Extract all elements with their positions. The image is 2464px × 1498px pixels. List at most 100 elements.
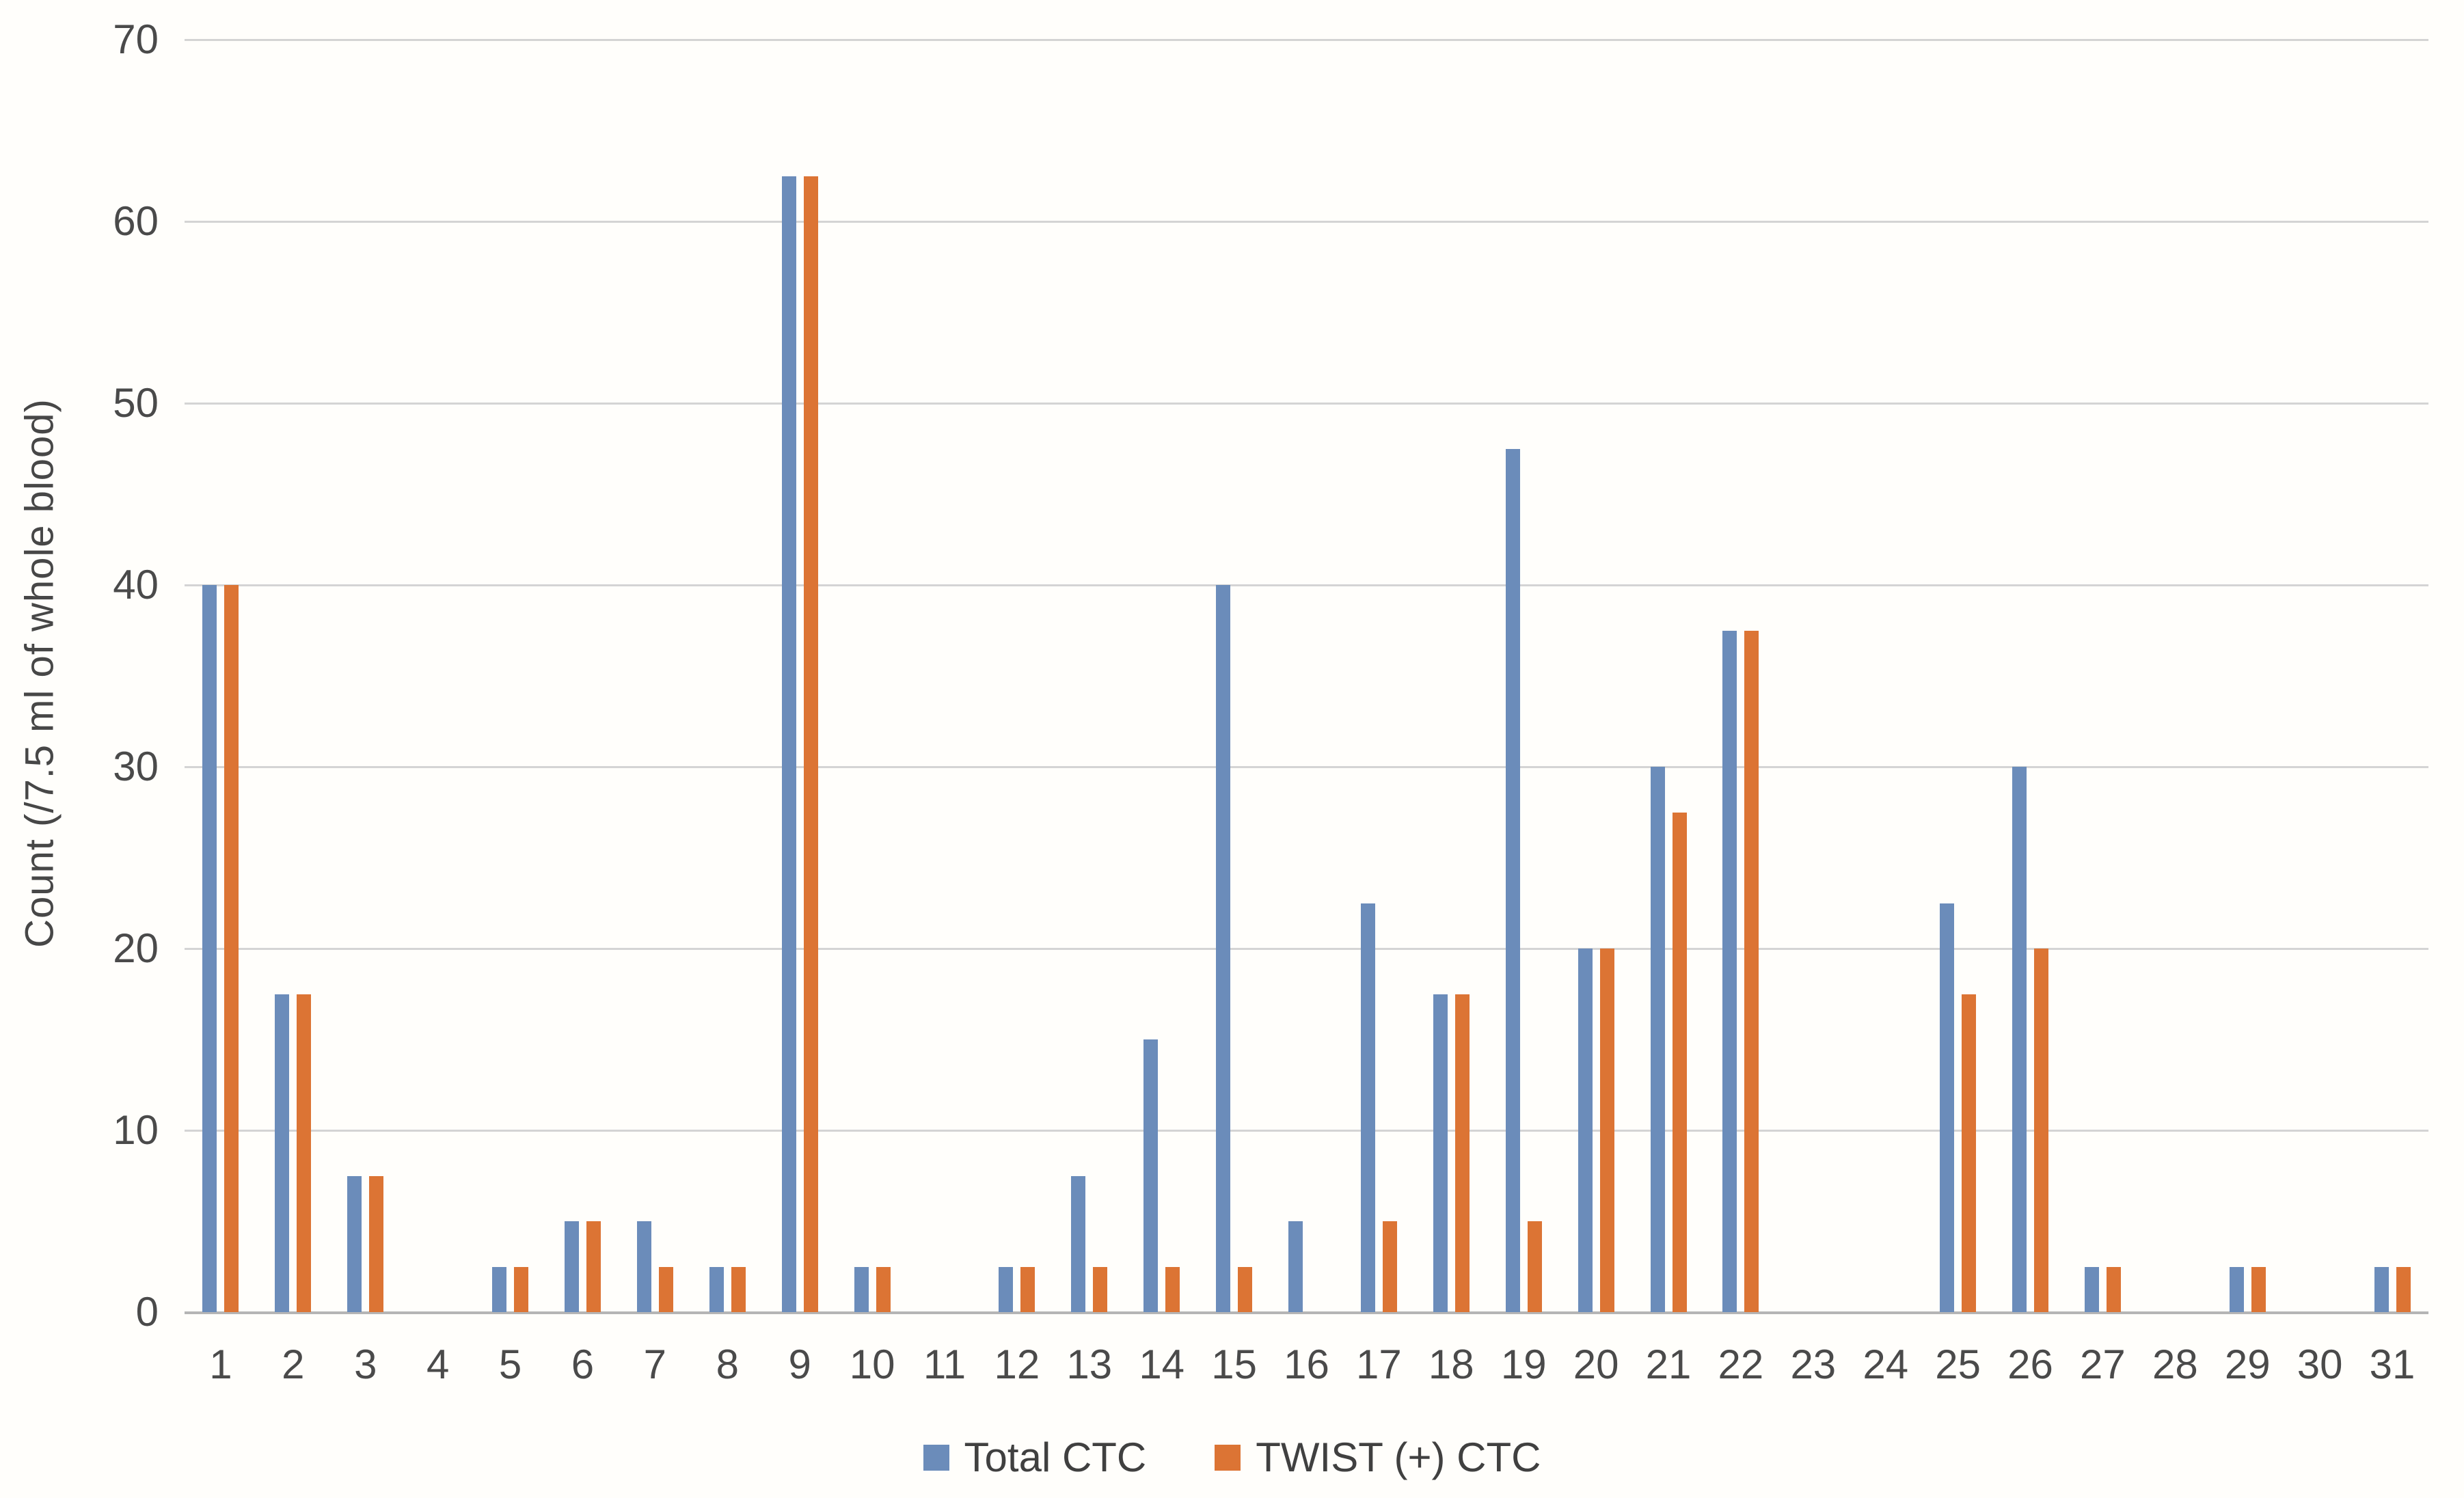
bar-twist-ctc-22 bbox=[1744, 630, 1759, 1312]
bar-twist-ctc-18 bbox=[1454, 994, 1470, 1312]
bar-total-ctc-22 bbox=[1722, 630, 1737, 1312]
x-tick-label-24: 24 bbox=[1863, 1342, 1909, 1387]
x-tick-label-10: 10 bbox=[849, 1342, 895, 1387]
bar-twist-ctc-25 bbox=[1962, 994, 1977, 1312]
bar-total-ctc-9 bbox=[781, 176, 796, 1312]
bar-total-ctc-21 bbox=[1650, 767, 1665, 1312]
gridline-y-40 bbox=[185, 584, 2428, 586]
gridline-y-20 bbox=[185, 948, 2428, 950]
legend-swatch-total-ctc bbox=[923, 1444, 949, 1471]
x-tick-label-4: 4 bbox=[426, 1342, 450, 1387]
bar-total-ctc-16 bbox=[1288, 1221, 1303, 1312]
bar-twist-ctc-17 bbox=[1382, 1221, 1397, 1312]
x-tick-label-29: 29 bbox=[2224, 1342, 2271, 1387]
x-tick-label-30: 30 bbox=[2297, 1342, 2343, 1387]
x-tick-label-21: 21 bbox=[1645, 1342, 1692, 1387]
bar-twist-ctc-21 bbox=[1672, 812, 1687, 1312]
bar-twist-ctc-3 bbox=[369, 1175, 384, 1312]
x-tick-label-1: 1 bbox=[209, 1342, 232, 1387]
x-tick-label-5: 5 bbox=[498, 1342, 522, 1387]
bar-total-ctc-15 bbox=[1216, 585, 1231, 1312]
bar-twist-ctc-14 bbox=[1165, 1266, 1180, 1312]
bar-total-ctc-7 bbox=[636, 1221, 651, 1312]
y-tick-label-0: 0 bbox=[135, 1289, 159, 1335]
y-tick-label-60: 60 bbox=[113, 198, 159, 244]
bar-total-ctc-25 bbox=[1940, 903, 1955, 1312]
x-tick-label-25: 25 bbox=[1935, 1342, 1981, 1387]
bar-total-ctc-18 bbox=[1433, 994, 1448, 1312]
bar-total-ctc-6 bbox=[564, 1221, 579, 1312]
x-tick-label-20: 20 bbox=[1573, 1342, 1619, 1387]
y-tick-label-70: 70 bbox=[113, 16, 159, 62]
bar-twist-ctc-31 bbox=[2396, 1266, 2411, 1312]
x-tick-label-11: 11 bbox=[923, 1342, 966, 1387]
bar-twist-ctc-7 bbox=[658, 1266, 673, 1312]
x-tick-label-17: 17 bbox=[1356, 1342, 1402, 1387]
x-tick-label-22: 22 bbox=[1718, 1342, 1764, 1387]
legend: Total CTC TWIST (+) CTC bbox=[0, 1434, 2464, 1481]
x-tick-label-26: 26 bbox=[2007, 1342, 2053, 1387]
bar-twist-ctc-2 bbox=[297, 994, 312, 1312]
x-tick-label-9: 9 bbox=[788, 1342, 811, 1387]
bar-twist-ctc-10 bbox=[876, 1266, 891, 1312]
x-tick-label-18: 18 bbox=[1428, 1342, 1474, 1387]
x-tick-label-12: 12 bbox=[994, 1342, 1040, 1387]
bar-twist-ctc-5 bbox=[514, 1266, 529, 1312]
x-tick-label-14: 14 bbox=[1139, 1342, 1185, 1387]
x-tick-label-3: 3 bbox=[354, 1342, 377, 1387]
bar-total-ctc-5 bbox=[492, 1266, 507, 1312]
bar-twist-ctc-27 bbox=[2106, 1266, 2121, 1312]
x-tick-label-6: 6 bbox=[571, 1342, 595, 1387]
bar-total-ctc-19 bbox=[1505, 448, 1520, 1312]
x-tick-label-7: 7 bbox=[643, 1342, 667, 1387]
x-tick-label-13: 13 bbox=[1066, 1342, 1113, 1387]
gridline-y-10 bbox=[185, 1130, 2428, 1132]
x-axis-line bbox=[185, 1311, 2428, 1314]
y-axis-title: Count (/7.5 ml of whole blood) bbox=[17, 398, 62, 948]
bar-total-ctc-2 bbox=[275, 994, 290, 1312]
x-tick-label-16: 16 bbox=[1284, 1342, 1329, 1387]
bar-total-ctc-20 bbox=[1578, 949, 1593, 1312]
gridline-y-70 bbox=[185, 39, 2428, 41]
legend-swatch-twist-ctc bbox=[1215, 1444, 1241, 1471]
y-tick-label-30: 30 bbox=[113, 744, 159, 789]
x-tick-label-15: 15 bbox=[1211, 1342, 1257, 1387]
bar-twist-ctc-19 bbox=[1527, 1221, 1542, 1312]
bar-total-ctc-8 bbox=[709, 1266, 724, 1312]
bar-total-ctc-14 bbox=[1143, 1039, 1159, 1312]
legend-label-twist-ctc: TWIST (+) CTC bbox=[1256, 1434, 1541, 1480]
y-tick-label-20: 20 bbox=[113, 925, 159, 971]
y-tick-label-10: 10 bbox=[113, 1107, 159, 1153]
gridline-y-30 bbox=[185, 766, 2428, 768]
bar-total-ctc-13 bbox=[1071, 1175, 1086, 1312]
bar-twist-ctc-26 bbox=[2034, 949, 2049, 1312]
bar-total-ctc-3 bbox=[347, 1175, 362, 1312]
bar-twist-ctc-1 bbox=[224, 585, 239, 1312]
bar-total-ctc-17 bbox=[1360, 903, 1375, 1312]
x-tick-label-31: 31 bbox=[2369, 1342, 2415, 1387]
x-tick-label-2: 2 bbox=[282, 1342, 305, 1387]
gridline-y-60 bbox=[185, 221, 2428, 223]
bar-total-ctc-29 bbox=[2229, 1266, 2244, 1312]
legend-item-total-ctc: Total CTC bbox=[923, 1434, 1146, 1481]
bar-total-ctc-31 bbox=[2374, 1266, 2389, 1312]
bar-total-ctc-1 bbox=[202, 585, 217, 1312]
bar-twist-ctc-15 bbox=[1238, 1266, 1253, 1312]
y-tick-label-40: 40 bbox=[113, 562, 159, 608]
x-tick-label-8: 8 bbox=[716, 1342, 739, 1387]
x-tick-label-19: 19 bbox=[1500, 1342, 1547, 1387]
bar-total-ctc-12 bbox=[999, 1266, 1014, 1312]
bar-twist-ctc-20 bbox=[1599, 949, 1614, 1312]
x-tick-label-27: 27 bbox=[2080, 1342, 2126, 1387]
bar-total-ctc-27 bbox=[2084, 1266, 2099, 1312]
y-tick-label-50: 50 bbox=[113, 380, 159, 426]
gridline-y-50 bbox=[185, 403, 2428, 405]
x-tick-label-28: 28 bbox=[2152, 1342, 2198, 1387]
bar-twist-ctc-9 bbox=[803, 176, 818, 1312]
bar-twist-ctc-12 bbox=[1020, 1266, 1035, 1312]
bar-total-ctc-26 bbox=[2012, 767, 2027, 1312]
bar-twist-ctc-8 bbox=[731, 1266, 746, 1312]
bar-total-ctc-10 bbox=[854, 1266, 869, 1312]
bar-twist-ctc-29 bbox=[2251, 1266, 2266, 1312]
